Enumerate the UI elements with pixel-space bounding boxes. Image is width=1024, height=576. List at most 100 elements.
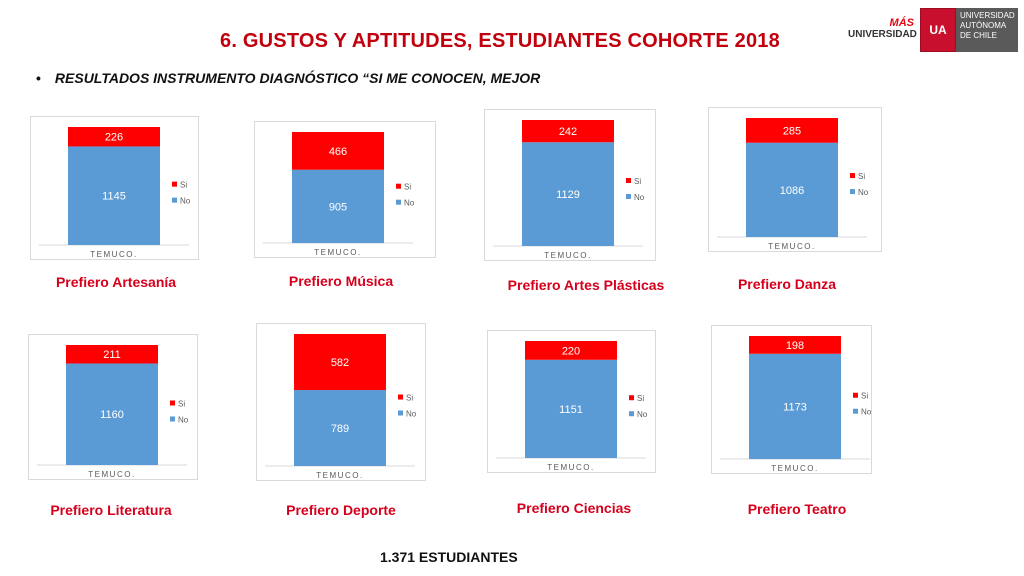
legend-label: No — [858, 188, 869, 197]
legend-label: Si — [634, 177, 641, 186]
category-label: TEMUCO. — [768, 242, 815, 251]
data-label: 1086 — [780, 185, 804, 197]
data-label: 1129 — [556, 189, 580, 201]
bar-segment-si — [749, 336, 841, 354]
caption-artesania: Prefiero Artesanía — [55, 274, 177, 290]
legend-label: No — [406, 410, 417, 419]
slide-subtitle: • RESULTADOS INSTRUMENTO DIAGNÓSTICO “SI … — [36, 70, 540, 86]
bar-segment-no — [68, 146, 160, 245]
chart-musica: 905 466 TEMUCO. Si No — [254, 121, 436, 258]
caption-literatura: Prefiero Literatura — [50, 502, 172, 518]
slide-title: 6. GUSTOS Y APTITUDES, ESTUDIANTES COHOR… — [220, 30, 780, 52]
category-label: TEMUCO. — [314, 248, 361, 257]
legend-swatch-si — [172, 181, 177, 187]
chart-literatura: 1160 211 TEMUCO. Si No — [28, 334, 198, 480]
bar-segment-no — [746, 142, 838, 237]
logo-name-line: DE CHILE — [960, 31, 997, 40]
data-label: 1145 — [102, 191, 126, 203]
data-label: 1173 — [783, 401, 807, 413]
chart-svg: 1160 211 TEMUCO. Si No — [37, 345, 189, 479]
chart-svg: 1086 285 TEMUCO. Si No — [717, 118, 869, 251]
bar-segment-no — [522, 142, 614, 246]
category-label: TEMUCO. — [88, 470, 135, 479]
bar-segment-no — [294, 390, 386, 466]
legend-swatch-si — [853, 392, 858, 398]
bar-segment-no — [292, 169, 384, 243]
data-label: 1151 — [559, 404, 583, 416]
chart-ciencias: 1151 220 TEMUCO. Si No — [487, 330, 656, 473]
chart-svg: 789 582 TEMUCO. Si No — [265, 334, 417, 480]
data-label: 242 — [559, 126, 577, 138]
legend-label: Si — [637, 394, 644, 403]
legend-label: Si — [178, 399, 185, 408]
logo-name-line: UNIVERSIDAD — [960, 11, 1015, 20]
category-label: TEMUCO. — [547, 463, 594, 472]
data-label: 789 — [331, 423, 349, 435]
chart-artes-plasticas: 1129 242 TEMUCO. Si No — [484, 109, 656, 261]
legend-swatch-si — [396, 183, 401, 189]
legend-swatch-si — [850, 173, 855, 179]
bar-segment-no — [749, 353, 841, 459]
legend-label: No — [637, 410, 648, 419]
legend-swatch-no — [626, 194, 631, 199]
chart-deporte: 789 582 TEMUCO. Si No — [256, 323, 426, 481]
legend-label: Si — [406, 394, 413, 403]
bar-segment-si — [294, 334, 386, 391]
footer-total: 1.371 ESTUDIANTES — [380, 549, 518, 565]
legend-label: No — [861, 408, 872, 417]
logo-mas-text: MÁS — [889, 17, 914, 29]
logo-name-block: UNIVERSIDAD AUTÓNOMA DE CHILE — [956, 8, 1018, 52]
bar-segment-si — [522, 120, 614, 143]
data-label: 226 — [105, 132, 123, 144]
caption-ciencias: Prefiero Ciencias — [516, 500, 632, 516]
bar-segment-si — [525, 341, 617, 360]
legend-swatch-no — [396, 199, 401, 205]
bar-segment-si — [66, 345, 158, 364]
data-label: 220 — [562, 345, 580, 357]
legend-swatch-no — [850, 189, 855, 195]
caption-musica: Prefiero Música — [288, 273, 394, 289]
legend-label: Si — [858, 172, 865, 181]
category-label: TEMUCO. — [771, 464, 818, 473]
legend-swatch-no — [853, 408, 858, 414]
bar-segment-no — [525, 359, 617, 458]
legend-swatch-no — [170, 416, 175, 422]
logo-name-line: AUTÓNOMA — [960, 21, 1007, 30]
legend-swatch-si — [398, 394, 403, 400]
bar-segment-no — [66, 363, 158, 465]
chart-svg: 1173 198 TEMUCO. Si No — [720, 336, 872, 473]
legend-swatch-si — [629, 395, 634, 401]
legend-label: No — [180, 197, 191, 206]
legend-label: No — [404, 199, 415, 208]
data-label: 466 — [329, 146, 347, 158]
chart-svg: 1151 220 TEMUCO. Si No — [496, 341, 648, 472]
legend-swatch-no — [172, 197, 177, 203]
data-label: 198 — [786, 340, 804, 352]
legend-swatch-si — [170, 400, 175, 406]
data-label: 285 — [783, 125, 801, 137]
chart-svg: 1129 242 TEMUCO. Si No — [493, 120, 645, 260]
bar-segment-si — [746, 118, 838, 143]
legend-swatch-no — [629, 411, 634, 417]
caption-teatro: Prefiero Teatro — [747, 501, 847, 517]
data-label: 211 — [103, 349, 121, 361]
legend-label: Si — [861, 392, 868, 401]
chart-svg: 1145 226 TEMUCO. Si No — [39, 127, 191, 259]
mas-universidad-logo: MÁS UNIVERSIDAD — [848, 17, 917, 41]
legend-swatch-si — [626, 178, 631, 183]
university-logo: MÁS UNIVERSIDAD UA UNIVERSIDAD AUTÓNOMA … — [848, 8, 1018, 52]
legend-swatch-no — [398, 410, 403, 416]
data-label: 905 — [329, 201, 347, 213]
subtitle-text: RESULTADOS INSTRUMENTO DIAGNÓSTICO “SI M… — [54, 70, 541, 86]
category-label: TEMUCO. — [544, 251, 591, 260]
legend-label: No — [178, 415, 189, 424]
chart-danza: 1086 285 TEMUCO. Si No — [708, 107, 882, 252]
data-label: 1160 — [100, 409, 124, 421]
caption-danza: Prefiero Danza — [737, 276, 837, 292]
bar-segment-si — [68, 127, 160, 147]
bullet: • — [36, 70, 41, 86]
bar-segment-si — [292, 132, 384, 170]
caption-artes-plasticas: Prefiero Artes Plásticas — [507, 277, 665, 293]
data-label: 582 — [331, 357, 349, 369]
chart-svg: 905 466 TEMUCO. Si No — [263, 132, 415, 257]
